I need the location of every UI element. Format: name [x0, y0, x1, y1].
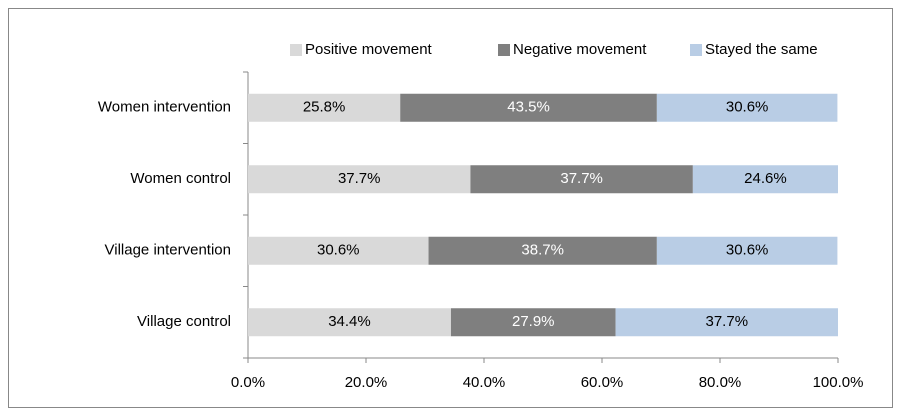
bar-segment — [248, 93, 401, 122]
legend-swatch — [498, 44, 510, 56]
bar-segment — [450, 308, 616, 337]
data-label: 27.9% — [512, 313, 555, 330]
x-tick-label: 80.0% — [699, 374, 742, 391]
bar-segment — [400, 93, 657, 122]
bar-segment — [615, 308, 838, 337]
bar-segment — [656, 93, 838, 122]
chart-border — [8, 8, 893, 408]
legend-label: Positive movement — [305, 41, 433, 58]
y-tick-label: Women intervention — [98, 99, 231, 116]
legend-swatch — [690, 44, 702, 56]
data-label: 30.6% — [726, 242, 769, 259]
x-tick-label: 100.0% — [813, 374, 864, 391]
data-label: 37.7% — [338, 170, 381, 187]
data-label: 34.4% — [328, 313, 371, 330]
bar-segment — [656, 236, 838, 265]
data-label: 30.6% — [317, 242, 360, 259]
data-label: 25.8% — [303, 99, 346, 116]
data-label: 37.7% — [560, 170, 603, 187]
x-tick-label: 40.0% — [463, 374, 506, 391]
bar-segment — [428, 236, 657, 265]
data-label: 43.5% — [507, 99, 550, 116]
bar-segment — [248, 165, 471, 194]
bar-segment — [248, 308, 451, 337]
y-tick-label: Women control — [130, 170, 231, 187]
x-tick-label: 0.0% — [231, 374, 265, 391]
x-tick-label: 60.0% — [581, 374, 624, 391]
bar-segment — [248, 236, 429, 265]
data-label: 30.6% — [726, 99, 769, 116]
x-tick-label: 20.0% — [345, 374, 388, 391]
legend-swatch — [290, 44, 302, 56]
data-label: 24.6% — [744, 170, 787, 187]
y-tick-label: Village intervention — [105, 242, 231, 259]
bar-segment — [470, 165, 693, 194]
y-tick-label: Village control — [137, 313, 231, 330]
legend-label: Stayed the same — [705, 41, 818, 58]
data-label: 37.7% — [706, 313, 749, 330]
legend-label: Negative movement — [513, 41, 647, 58]
bar-segment — [692, 165, 838, 194]
data-label: 38.7% — [521, 242, 564, 259]
